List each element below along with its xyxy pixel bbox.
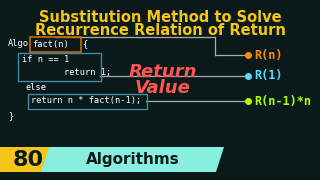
Text: Recurrence Relation of Return: Recurrence Relation of Return [35,23,285,38]
Text: else: else [26,84,47,93]
Text: return n * fact(n-1);: return n * fact(n-1); [31,96,141,105]
Text: Return: Return [129,63,197,81]
Polygon shape [41,147,224,172]
Text: R(1): R(1) [254,69,283,82]
Text: Substitution Method to Solve: Substitution Method to Solve [39,10,281,25]
Text: return 1;: return 1; [22,68,111,76]
Polygon shape [0,147,55,172]
Text: Algorithms: Algorithms [86,152,180,167]
Text: fact(n): fact(n) [32,39,69,48]
Text: Algo: Algo [8,39,29,48]
Text: }: } [8,111,13,120]
Text: {: { [82,39,87,48]
Text: if n == 1: if n == 1 [22,55,69,64]
Text: 80: 80 [12,150,44,170]
Text: R(n-1)*n: R(n-1)*n [254,94,311,107]
Text: R(n): R(n) [254,48,283,62]
Text: Value: Value [135,79,191,97]
